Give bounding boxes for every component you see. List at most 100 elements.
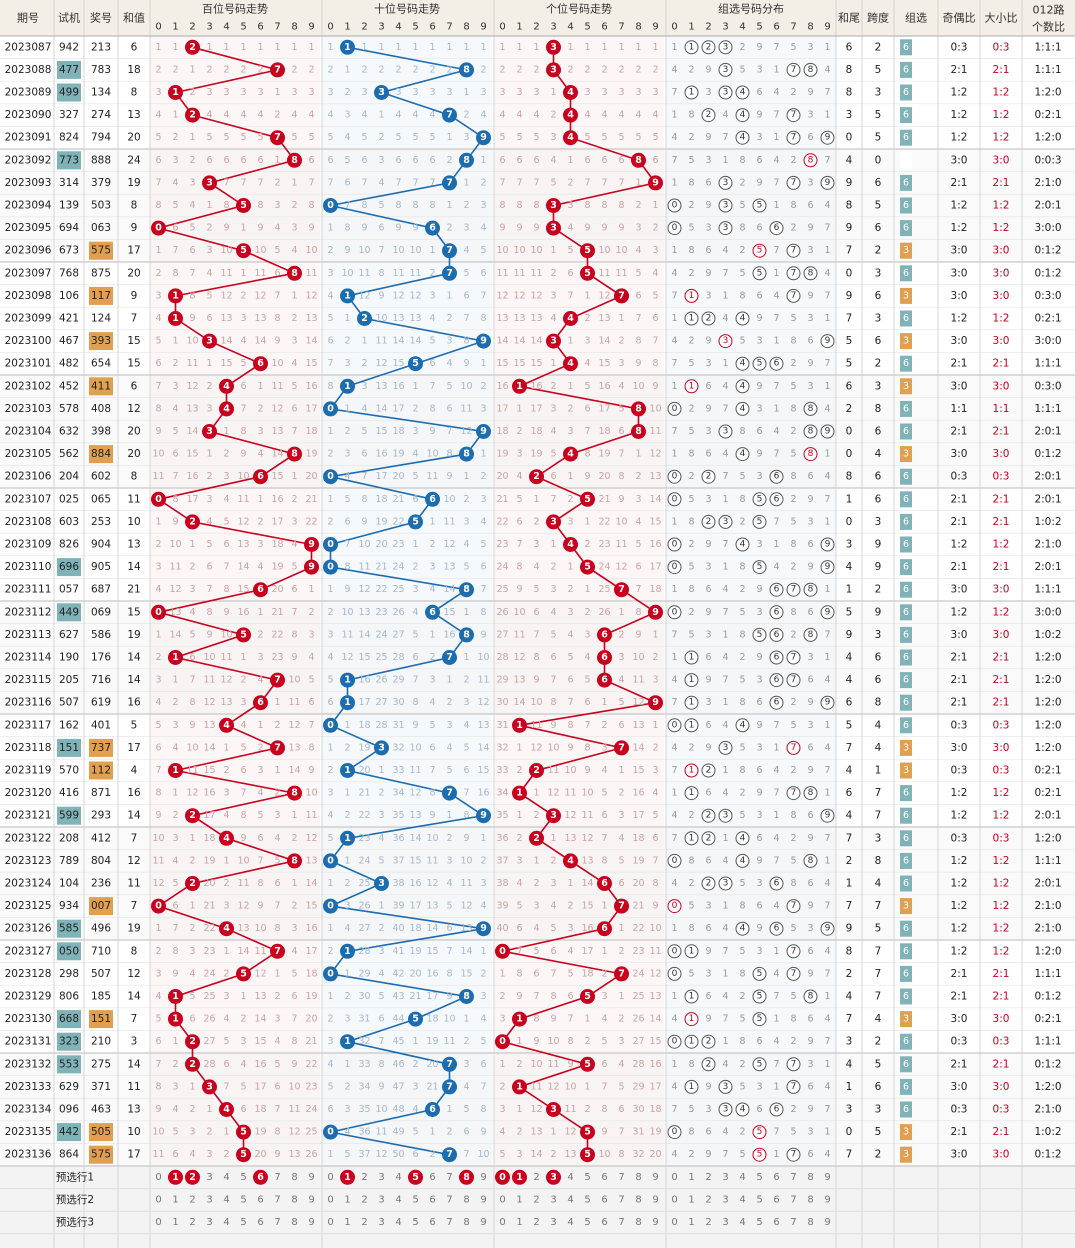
preselect-digit[interactable]: 0 bbox=[671, 1217, 677, 1228]
preselect-digit[interactable]: 7 bbox=[790, 1194, 796, 1205]
preselect-digit[interactable]: 4 bbox=[395, 1217, 401, 1228]
preselect-digit[interactable]: 6 bbox=[429, 1172, 435, 1183]
preselect-digit[interactable]: 2 bbox=[705, 1217, 711, 1228]
preselect-digit[interactable]: 4 bbox=[567, 1172, 573, 1183]
preselect-digit[interactable]: 9 bbox=[480, 1194, 486, 1205]
preselect-digit[interactable]: 6 bbox=[773, 1194, 779, 1205]
preselect-digit[interactable]: 1 bbox=[344, 1194, 350, 1205]
preselect-digit[interactable]: 7 bbox=[274, 1172, 280, 1183]
preselect-digit[interactable]: 6 bbox=[257, 1194, 263, 1205]
preselect-digit[interactable]: 3 bbox=[206, 1217, 212, 1228]
preselect-digit[interactable]: 1 bbox=[172, 1194, 178, 1205]
preselect-digit[interactable]: 4 bbox=[223, 1172, 229, 1183]
preselect-digit[interactable]: 1 bbox=[172, 1217, 178, 1228]
preselect-digit[interactable]: 5 bbox=[412, 1194, 418, 1205]
preselect-digit[interactable]: 3 bbox=[722, 1194, 728, 1205]
preselect-digit[interactable]: 2 bbox=[361, 1217, 367, 1228]
preselect-digit[interactable]: 7 bbox=[790, 1217, 796, 1228]
preselect-digit[interactable]: 9 bbox=[652, 1217, 658, 1228]
preselect-digit[interactable]: 9 bbox=[480, 1172, 486, 1183]
preselect-digit[interactable]: 1 bbox=[516, 1217, 522, 1228]
preselect-digit[interactable]: 5 bbox=[756, 1194, 762, 1205]
preselect-digit[interactable]: 2 bbox=[705, 1194, 711, 1205]
preselect-digit[interactable]: 9 bbox=[308, 1194, 314, 1205]
preselect-digit[interactable]: 2 bbox=[533, 1172, 539, 1183]
preselect-digit[interactable]: 0 bbox=[327, 1172, 333, 1183]
preselect-digit[interactable]: 2 bbox=[533, 1217, 539, 1228]
preselect-ball[interactable] bbox=[185, 1169, 200, 1185]
preselect-digit[interactable]: 6 bbox=[773, 1217, 779, 1228]
preselect-digit[interactable]: 2 bbox=[361, 1194, 367, 1205]
preselect-digit[interactable]: 4 bbox=[567, 1194, 573, 1205]
preselect-digit[interactable]: 5 bbox=[240, 1194, 246, 1205]
preselect-digit[interactable]: 5 bbox=[240, 1172, 246, 1183]
preselect-digit[interactable]: 3 bbox=[206, 1194, 212, 1205]
preselect-digit[interactable]: 9 bbox=[308, 1217, 314, 1228]
preselect-digit[interactable]: 5 bbox=[756, 1217, 762, 1228]
preselect-digit[interactable]: 8 bbox=[807, 1217, 813, 1228]
preselect-digit[interactable]: 9 bbox=[824, 1194, 830, 1205]
preselect-ball[interactable] bbox=[168, 1169, 183, 1185]
preselect-ball[interactable] bbox=[408, 1169, 423, 1185]
preselect-digit[interactable]: 4 bbox=[395, 1194, 401, 1205]
preselect-digit[interactable]: 7 bbox=[618, 1217, 624, 1228]
preselect-digit[interactable]: 5 bbox=[584, 1172, 590, 1183]
preselect-digit[interactable]: 2 bbox=[361, 1172, 367, 1183]
preselect-digit[interactable]: 5 bbox=[584, 1217, 590, 1228]
preselect-digit[interactable]: 8 bbox=[635, 1194, 641, 1205]
preselect-digit[interactable]: 9 bbox=[652, 1194, 658, 1205]
preselect-digit[interactable]: 8 bbox=[291, 1172, 297, 1183]
preselect-digit[interactable]: 4 bbox=[223, 1217, 229, 1228]
preselect-digit[interactable]: 0 bbox=[155, 1217, 161, 1228]
preselect-digit[interactable]: 3 bbox=[550, 1217, 556, 1228]
preselect-digit[interactable]: 9 bbox=[824, 1172, 830, 1183]
preselect-digit[interactable]: 8 bbox=[807, 1194, 813, 1205]
preselect-digit[interactable]: 4 bbox=[739, 1217, 745, 1228]
preselect-digit[interactable]: 3 bbox=[722, 1172, 728, 1183]
preselect-digit[interactable]: 2 bbox=[533, 1194, 539, 1205]
preselect-digit[interactable]: 9 bbox=[824, 1217, 830, 1228]
preselect-digit[interactable]: 6 bbox=[429, 1194, 435, 1205]
preselect-digit[interactable]: 7 bbox=[446, 1217, 452, 1228]
preselect-digit[interactable]: 8 bbox=[635, 1217, 641, 1228]
preselect-digit[interactable]: 5 bbox=[584, 1194, 590, 1205]
preselect-digit[interactable]: 3 bbox=[378, 1172, 384, 1183]
preselect-digit[interactable]: 6 bbox=[601, 1217, 607, 1228]
preselect-digit[interactable]: 1 bbox=[688, 1217, 694, 1228]
preselect-digit[interactable]: 6 bbox=[601, 1194, 607, 1205]
preselect-digit[interactable]: 3 bbox=[550, 1194, 556, 1205]
preselect-digit[interactable]: 8 bbox=[463, 1217, 469, 1228]
preselect-digit[interactable]: 3 bbox=[378, 1194, 384, 1205]
preselect-digit[interactable]: 3 bbox=[206, 1172, 212, 1183]
preselect-ball[interactable] bbox=[459, 1169, 474, 1185]
preselect-ball[interactable] bbox=[340, 1169, 355, 1185]
preselect-ball[interactable] bbox=[253, 1169, 268, 1185]
preselect-digit[interactable]: 1 bbox=[344, 1217, 350, 1228]
preselect-digit[interactable]: 4 bbox=[395, 1172, 401, 1183]
preselect-digit[interactable]: 4 bbox=[739, 1172, 745, 1183]
preselect-digit[interactable]: 8 bbox=[291, 1194, 297, 1205]
preselect-digit[interactable]: 6 bbox=[257, 1217, 263, 1228]
preselect-digit[interactable]: 6 bbox=[429, 1217, 435, 1228]
preselect-digit[interactable]: 8 bbox=[635, 1172, 641, 1183]
preselect-digit[interactable]: 7 bbox=[274, 1217, 280, 1228]
preselect-digit[interactable]: 7 bbox=[446, 1194, 452, 1205]
preselect-digit[interactable]: 0 bbox=[155, 1172, 161, 1183]
preselect-digit[interactable]: 7 bbox=[790, 1172, 796, 1183]
preselect-digit[interactable]: 7 bbox=[618, 1172, 624, 1183]
preselect-digit[interactable]: 8 bbox=[463, 1194, 469, 1205]
preselect-digit[interactable]: 9 bbox=[652, 1172, 658, 1183]
preselect-digit[interactable]: 7 bbox=[618, 1194, 624, 1205]
preselect-digit[interactable]: 0 bbox=[499, 1194, 505, 1205]
preselect-digit[interactable]: 4 bbox=[567, 1217, 573, 1228]
preselect-digit[interactable]: 2 bbox=[705, 1172, 711, 1183]
preselect-digit[interactable]: 2 bbox=[189, 1194, 195, 1205]
preselect-digit[interactable]: 2 bbox=[189, 1217, 195, 1228]
preselect-digit[interactable]: 1 bbox=[516, 1194, 522, 1205]
preselect-digit[interactable]: 5 bbox=[756, 1172, 762, 1183]
preselect-digit[interactable]: 1 bbox=[688, 1194, 694, 1205]
preselect-digit[interactable]: 9 bbox=[308, 1172, 314, 1183]
preselect-digit[interactable]: 1 bbox=[688, 1172, 694, 1183]
preselect-ball[interactable] bbox=[512, 1169, 527, 1185]
preselect-digit[interactable]: 7 bbox=[274, 1194, 280, 1205]
